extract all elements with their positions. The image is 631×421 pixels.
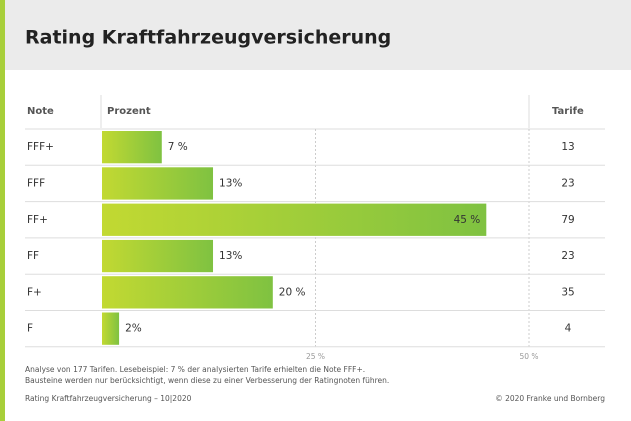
bar [102, 167, 214, 200]
value-label: 20 % [279, 286, 306, 298]
bar [102, 239, 214, 273]
header-band [0, 0, 631, 70]
y-tick-label: F+ [27, 286, 42, 298]
tarife-cell: 35 [561, 286, 574, 298]
y-tick-label: FFF+ [27, 141, 54, 153]
y-tick-label: F [27, 323, 33, 335]
bar [102, 203, 487, 236]
accent-stripe [0, 0, 5, 421]
bar [102, 312, 120, 345]
y-tick-label: FFF [27, 177, 45, 189]
footer: © 2020 Franke und Bornberg [495, 394, 605, 403]
footnote: Analyse von 177 Tarifen. Lesebeispiel: 7… [25, 365, 365, 374]
tarife-cell: 13 [561, 141, 574, 153]
x-tick-label: 50 % [519, 352, 538, 361]
value-label: 13% [219, 250, 242, 262]
bar [102, 131, 162, 164]
tarife-cell: 4 [565, 323, 572, 335]
chart-title: Rating Kraftfahrzeugversicherung [25, 27, 391, 49]
y-tick-label: FF [27, 250, 39, 262]
value-label: 7 % [168, 141, 188, 153]
column-header: Tarife [552, 106, 584, 117]
tarife-cell: 23 [561, 177, 574, 189]
value-label: 45 % [454, 214, 481, 226]
x-tick-label: 25 % [306, 352, 325, 361]
tarife-cell: 79 [561, 214, 574, 226]
footnote: Bausteine werden nur berücksichtigt, wen… [25, 376, 389, 385]
tarife-cell: 23 [561, 250, 574, 262]
bar [102, 276, 273, 309]
y-tick-label: FF+ [27, 214, 48, 226]
value-label: 13% [219, 177, 242, 189]
value-label: 2% [125, 323, 142, 335]
footer: Rating Kraftfahrzeugversicherung – 10|20… [25, 394, 192, 403]
column-header: Prozent [107, 106, 151, 117]
column-header: Note [27, 106, 54, 117]
